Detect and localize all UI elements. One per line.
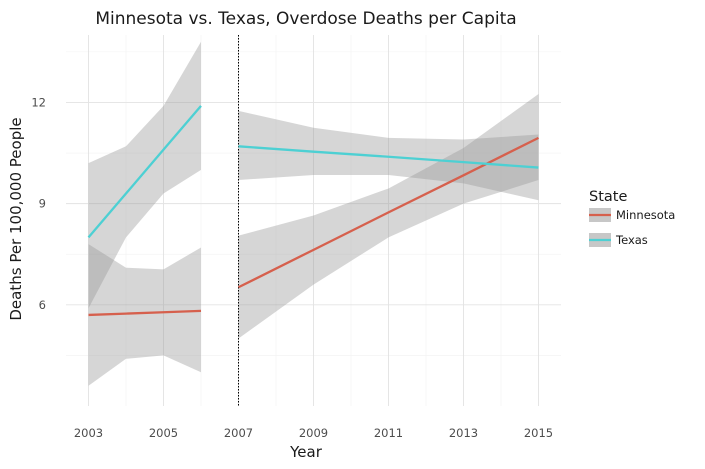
x-tick-label: 2009 bbox=[299, 426, 328, 440]
x-axis-ticks: 2003 2005 2007 2009 2011 2013 2015 bbox=[74, 426, 553, 440]
texas-line-1 bbox=[87, 105, 202, 239]
y-tick-label: 9 bbox=[39, 197, 46, 211]
legend-label: Minnesota bbox=[616, 208, 675, 222]
confidence-bands bbox=[88, 41, 539, 386]
legend-label: Texas bbox=[615, 233, 648, 247]
texas-line-2 bbox=[238, 145, 539, 169]
y-tick-label: 6 bbox=[39, 298, 46, 312]
texas-band-1 bbox=[88, 41, 201, 309]
x-tick-label: 2011 bbox=[374, 426, 403, 440]
x-tick-label: 2005 bbox=[149, 426, 178, 440]
texas-band-2 bbox=[238, 110, 539, 201]
plot-area bbox=[66, 35, 561, 406]
y-tick-label: 12 bbox=[31, 95, 46, 109]
x-tick-label: 2015 bbox=[524, 426, 553, 440]
legend-title: State bbox=[589, 189, 627, 205]
fit-lines bbox=[87, 105, 540, 317]
x-tick-label: 2003 bbox=[74, 426, 103, 440]
x-axis-title: Year bbox=[289, 443, 323, 461]
legend-item-minnesota: Minnesota bbox=[589, 208, 675, 222]
chart-title: Minnesota vs. Texas, Overdose Deaths per… bbox=[95, 9, 516, 29]
minnesota-band-1 bbox=[88, 244, 201, 386]
legend: State Minnesota Texas bbox=[589, 189, 675, 247]
y-axis-ticks: 6 9 12 bbox=[31, 95, 46, 311]
x-tick-label: 2007 bbox=[224, 426, 253, 440]
minnesota-band-2 bbox=[238, 94, 539, 339]
y-axis-title: Deaths Per 100,000 People bbox=[7, 117, 25, 320]
legend-item-texas: Texas bbox=[589, 233, 648, 247]
x-tick-label: 2013 bbox=[449, 426, 478, 440]
minnesota-line-1 bbox=[88, 309, 202, 317]
